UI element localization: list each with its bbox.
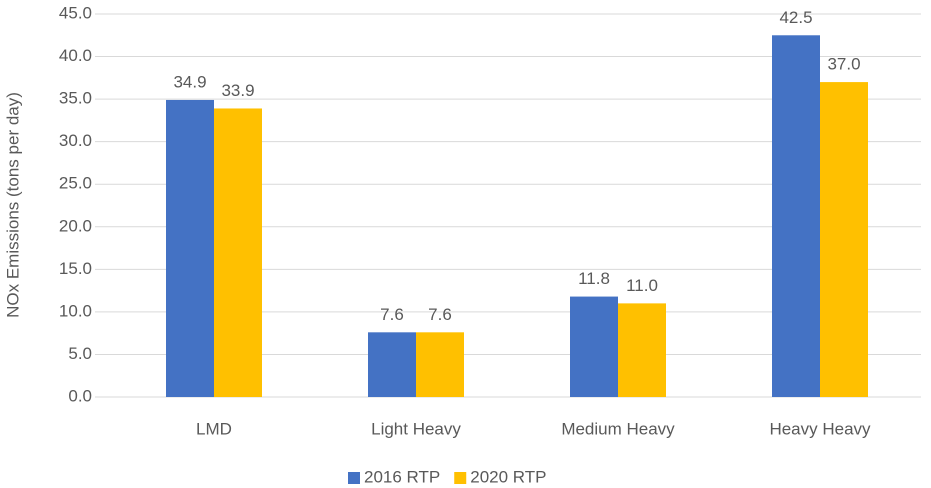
bar [772,35,820,398]
data-label: 42.5 [779,8,812,27]
legend-label: 2016 RTP [364,467,440,486]
legend-swatch [454,472,467,484]
bar [820,82,868,397]
y-tick-label: 20.0 [59,216,92,235]
y-tick-label: 10.0 [59,301,92,320]
bar [368,332,416,397]
y-tick-label: 25.0 [59,174,92,193]
y-tick-label: 45.0 [59,3,92,22]
legend-label: 2020 RTP [470,467,546,486]
data-label: 34.9 [173,72,206,91]
data-label: 7.6 [428,305,452,324]
y-tick-label: 0.0 [68,386,92,405]
y-axis-label: NOx Emissions (tons per day) [3,92,22,318]
bar [618,303,666,397]
x-tick-label: Medium Heavy [561,419,675,438]
x-tick-label: LMD [196,419,232,438]
y-tick-label: 15.0 [59,259,92,278]
bar [570,296,618,397]
bar [166,99,214,397]
y-tick-label: 40.0 [59,46,92,65]
data-label: 11.0 [626,276,658,295]
x-tick-label: Heavy Heavy [769,419,871,438]
data-label: 37.0 [827,55,860,74]
y-tick-label: 5.0 [68,344,92,363]
bar [416,332,464,397]
data-label: 33.9 [221,81,254,100]
data-label: 11.8 [578,269,610,288]
y-tick-label: 35.0 [59,89,92,108]
y-tick-label: 30.0 [59,131,92,150]
data-label: 7.6 [380,305,404,324]
legend-swatch [348,472,360,484]
x-tick-label: Light Heavy [371,419,461,438]
bar [214,108,262,398]
